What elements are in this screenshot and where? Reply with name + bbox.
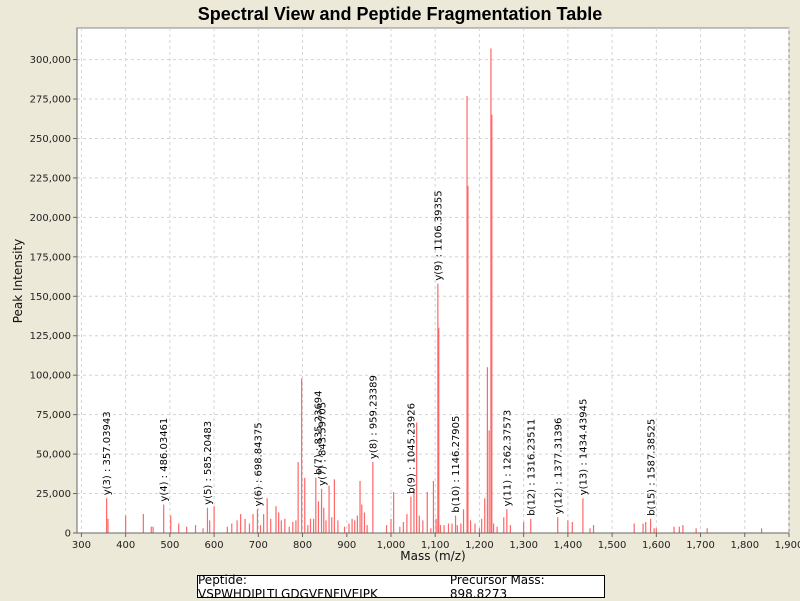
plot-area	[76, 27, 790, 534]
y-tick-label: 275,000	[30, 95, 71, 106]
y-tick-label: 300,000	[30, 55, 71, 66]
y-tick-label: 0	[65, 529, 71, 540]
peak-annotation-label: y(8) : 959.23389	[368, 375, 379, 459]
peak-annotation-label: y(7) : 843.59705	[317, 402, 328, 486]
peak-annotation-label: b(9) : 1045.23926	[406, 403, 417, 494]
peak-annotation-label: y(9) : 1106.39355	[434, 190, 445, 280]
x-tick-label: 300	[72, 540, 91, 551]
x-tick-label: 1,500	[598, 540, 627, 551]
precursor-mass-label: Precursor Mass: 898.8273	[449, 572, 545, 601]
peak-annotation-label: y(5) : 585.20483	[203, 421, 214, 505]
peak-annotation-label: b(12) : 1316.23511	[526, 419, 537, 516]
x-tick-label: 1,300	[509, 540, 538, 551]
x-tick-label: 1,600	[642, 540, 671, 551]
y-tick-label: 125,000	[30, 331, 71, 342]
x-tick-label: 1,200	[465, 540, 494, 551]
y-tick-label: 200,000	[30, 213, 71, 224]
y-tick-label: 25,000	[36, 489, 71, 500]
y-tick-label: 75,000	[36, 410, 71, 421]
peak-annotation-label: y(3) : 357.03943	[102, 411, 113, 495]
x-tick-label: 700	[249, 540, 268, 551]
x-tick-label: 600	[205, 540, 224, 551]
x-axis-label: Mass (m/z)	[400, 549, 465, 563]
peak-series	[106, 48, 763, 533]
x-tick-label: 1,700	[686, 540, 715, 551]
peak-annotation-label: y(13) : 1434.43945	[579, 399, 590, 496]
x-tick-label: 1,900	[775, 540, 800, 551]
y-tick-label: 50,000	[36, 450, 71, 461]
chart-title: Spectral View and Peptide Fragmentation …	[198, 4, 602, 24]
peak-annotation-label: y(12) : 1377.31396	[553, 418, 564, 515]
x-axis: 300 400 500 600 700 800 900 1,000 1,100 1,200 1,30…	[72, 532, 800, 551]
x-tick-label: 1,400	[554, 540, 583, 551]
y-tick-label: 250,000	[30, 134, 71, 145]
peak-annotation-label: y(4) : 486.03461	[159, 418, 170, 502]
y-axis: 0 25,000 50,000 75,000 100,000 125,000 150,000…	[30, 28, 78, 540]
x-tick-label: 1,000	[377, 540, 406, 551]
peak-annotation-label: b(7) : 835.23694	[314, 390, 325, 474]
y-tick-label: 175,000	[30, 252, 71, 263]
x-tick-label: 1,800	[730, 540, 759, 551]
x-tick-label: 1,100	[421, 540, 450, 551]
x-tick-label: 900	[337, 540, 356, 551]
x-tick-label: 500	[160, 540, 179, 551]
peptide-label: Peptide: VSPWHDIPLTLGDGVFNFIVEIPK	[198, 572, 378, 601]
peak-annotation-label: y(11) : 1262.37573	[503, 410, 514, 507]
x-tick-label: 400	[116, 540, 135, 551]
y-axis-label: Peak Intensity	[11, 239, 25, 324]
peak-annotations: y(3) : 357.03943 y(4) : 486.03461 y(5) : 5…	[102, 190, 657, 515]
peak-annotation-label: b(15) : 1587.38525	[646, 419, 657, 516]
y-tick-label: 100,000	[30, 371, 71, 382]
y-tick-label: 225,000	[30, 173, 71, 184]
peptide-info-box: Peptide: VSPWHDIPLTLGDGVFNFIVEIPK Precur…	[197, 572, 605, 601]
y-tick-label: 150,000	[30, 292, 71, 303]
x-tick-label: 800	[293, 540, 312, 551]
peak-annotation-label: y(6) : 698.84375	[253, 422, 264, 506]
peak-annotation-label: b(10) : 1146.27905	[451, 416, 462, 513]
